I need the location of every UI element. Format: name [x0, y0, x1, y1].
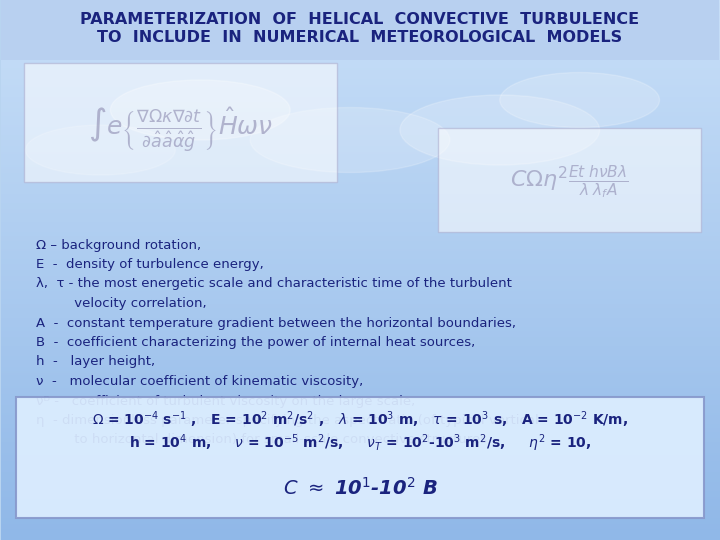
Ellipse shape [400, 95, 600, 165]
Text: PARAMETERIZATION  OF  HELICAL  CONVECTIVE  TURBULENCE: PARAMETERIZATION OF HELICAL CONVECTIVE T… [81, 12, 639, 28]
FancyBboxPatch shape [1, 0, 719, 60]
Text: TO  INCLUDE  IN  NUMERICAL  METEOROLOGICAL  MODELS: TO INCLUDE IN NUMERICAL METEOROLOGICAL M… [97, 30, 623, 45]
Text: ν  -   molecular coefficient of kinematic viscosity,: ν - molecular coefficient of kinematic v… [35, 375, 363, 388]
Text: h = 10$^{4}$ m,     $\nu$ = 10$^{-5}$ m$^{2}$/s,     $\nu_T$ = 10$^{2}$-10$^{3}$: h = 10$^{4}$ m, $\nu$ = 10$^{-5}$ m$^{2}… [129, 432, 591, 454]
Text: E  -  density of turbulence energy,: E - density of turbulence energy, [35, 258, 264, 271]
Text: $C\Omega\eta^2 \frac{Et\;h\nu B\lambda}{\lambda\;\lambda_f A}$: $C\Omega\eta^2 \frac{Et\;h\nu B\lambda}{… [510, 163, 629, 201]
Text: A  -  constant temperature gradient between the horizontal boundaries,: A - constant temperature gradient betwee… [35, 316, 516, 329]
Text: νᴰ -   coefficient of turbulent viscosity on the large scale,: νᴰ - coefficient of turbulent viscosity … [35, 395, 415, 408]
Text: $\Omega$ = 10$^{-4}$ s$^{-1}$ ,   E = 10$^{2}$ m$^{2}$/s$^{2}$ ,   $\lambda$ = 1: $\Omega$ = 10$^{-4}$ s$^{-1}$ , E = 10$^… [92, 410, 628, 430]
Text: velocity correlation,: velocity correlation, [35, 297, 206, 310]
Ellipse shape [500, 72, 660, 127]
FancyBboxPatch shape [438, 128, 701, 232]
Text: $\int e \left\{ \frac{\nabla\Omega\kappa\nabla\partial t}{\partial\hat{a}\hat{a}: $\int e \left\{ \frac{\nabla\Omega\kappa… [88, 106, 273, 154]
FancyBboxPatch shape [16, 397, 704, 518]
Ellipse shape [25, 125, 175, 175]
FancyBboxPatch shape [24, 63, 337, 182]
Text: h  -   layer height,: h - layer height, [35, 355, 155, 368]
Ellipse shape [250, 107, 450, 172]
Text: $C$ $\approx$ 10$^{1}$-10$^{2}$ B: $C$ $\approx$ 10$^{1}$-10$^{2}$ B [283, 477, 437, 499]
Ellipse shape [110, 80, 290, 140]
Text: λ,  τ - the most energetic scale and characteristic time of the turbulent: λ, τ - the most energetic scale and char… [35, 278, 511, 291]
Text: η  - dimensionless parameter specifying the aspect ratio (of typical vertical: η - dimensionless parameter specifying t… [35, 414, 539, 427]
Text: B  -  coefficient characterizing the power of internal heat sources,: B - coefficient characterizing the power… [35, 336, 474, 349]
Text: to horizontal dimension) for small-scale convective structures.: to horizontal dimension) for small-scale… [35, 434, 491, 447]
Text: Ω – background rotation,: Ω – background rotation, [35, 239, 201, 252]
